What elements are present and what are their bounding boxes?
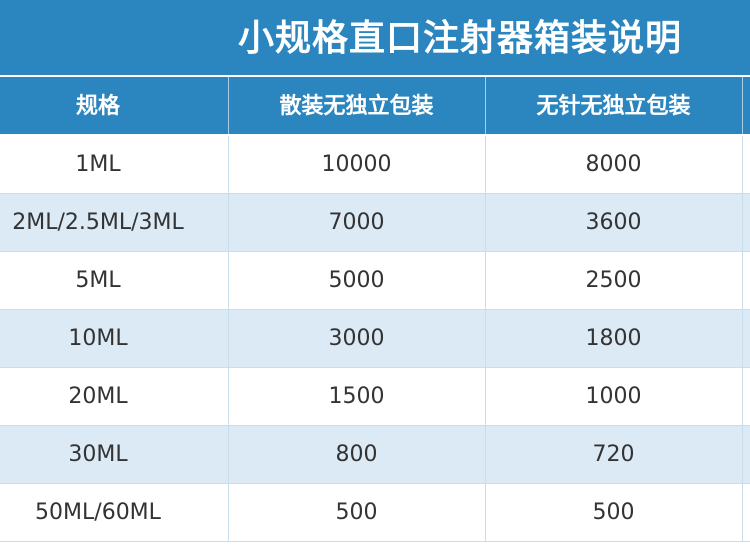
- cell-spec: 2ML/2.5ML/3ML: [12, 210, 184, 235]
- cell-needleless-qty: 1000: [585, 384, 642, 409]
- table-title: 小规格直口注射器箱装说明: [0, 0, 750, 75]
- table-body: 1ML 10000 8000 2ML/2.5ML/3ML 7000 3600 5…: [0, 136, 750, 542]
- bottom-margin: [0, 542, 750, 554]
- column-divider: [228, 136, 229, 194]
- column-divider: [485, 252, 486, 310]
- cell-bulk-qty: 10000: [321, 152, 392, 177]
- column-divider: [485, 194, 486, 252]
- cell-needleless-qty: 500: [592, 500, 635, 525]
- cell-bulk-qty: 800: [335, 442, 378, 467]
- table-row: 1ML 10000 8000: [0, 136, 750, 194]
- cell-spec: 5ML: [75, 268, 121, 293]
- header-divider: [228, 77, 229, 134]
- column-divider: [742, 484, 743, 542]
- column-divider: [228, 368, 229, 426]
- column-divider: [228, 484, 229, 542]
- header-spec: 规格: [75, 94, 120, 119]
- cell-bulk-qty: 3000: [328, 326, 385, 351]
- column-divider: [485, 310, 486, 368]
- column-divider: [742, 194, 743, 252]
- cell-needleless-qty: 2500: [585, 268, 642, 293]
- cell-bulk-qty: 7000: [328, 210, 385, 235]
- cell-needleless-qty: 3600: [585, 210, 642, 235]
- cell-needleless-qty: 8000: [585, 152, 642, 177]
- cell-spec: 1ML: [75, 152, 121, 177]
- column-divider: [485, 426, 486, 484]
- column-divider: [742, 368, 743, 426]
- column-divider: [485, 136, 486, 194]
- column-divider: [228, 194, 229, 252]
- column-divider: [742, 426, 743, 484]
- column-divider: [228, 310, 229, 368]
- header-divider: [485, 77, 486, 134]
- column-divider: [228, 426, 229, 484]
- header-bulk-no-individual-pack: 散装无独立包装: [279, 94, 434, 119]
- column-divider: [742, 136, 743, 194]
- column-divider: [228, 252, 229, 310]
- table-row: 50ML/60ML 500 500: [0, 484, 750, 542]
- header-needleless-no-individual-pack: 无针无独立包装: [536, 94, 691, 119]
- cell-bulk-qty: 500: [335, 500, 378, 525]
- table-row: 5ML 5000 2500: [0, 252, 750, 310]
- cell-spec: 10ML: [68, 326, 128, 351]
- column-divider: [742, 310, 743, 368]
- cell-needleless-qty: 1800: [585, 326, 642, 351]
- header-divider: [742, 77, 743, 134]
- cell-spec: 50ML/60ML: [35, 500, 161, 525]
- cell-needleless-qty: 720: [592, 442, 635, 467]
- cell-bulk-qty: 1500: [328, 384, 385, 409]
- column-divider: [742, 252, 743, 310]
- table-row: 2ML/2.5ML/3ML 7000 3600: [0, 194, 750, 252]
- cell-bulk-qty: 5000: [328, 268, 385, 293]
- cell-spec: 20ML: [68, 384, 128, 409]
- table-row: 10ML 3000 1800: [0, 310, 750, 368]
- column-divider: [485, 368, 486, 426]
- table-row: 30ML 800 720: [0, 426, 750, 484]
- column-divider: [485, 484, 486, 542]
- cell-spec: 30ML: [68, 442, 128, 467]
- table-row: 20ML 1500 1000: [0, 368, 750, 426]
- table-header-row: 规格 散装无独立包装 无针无独立包装: [0, 77, 750, 134]
